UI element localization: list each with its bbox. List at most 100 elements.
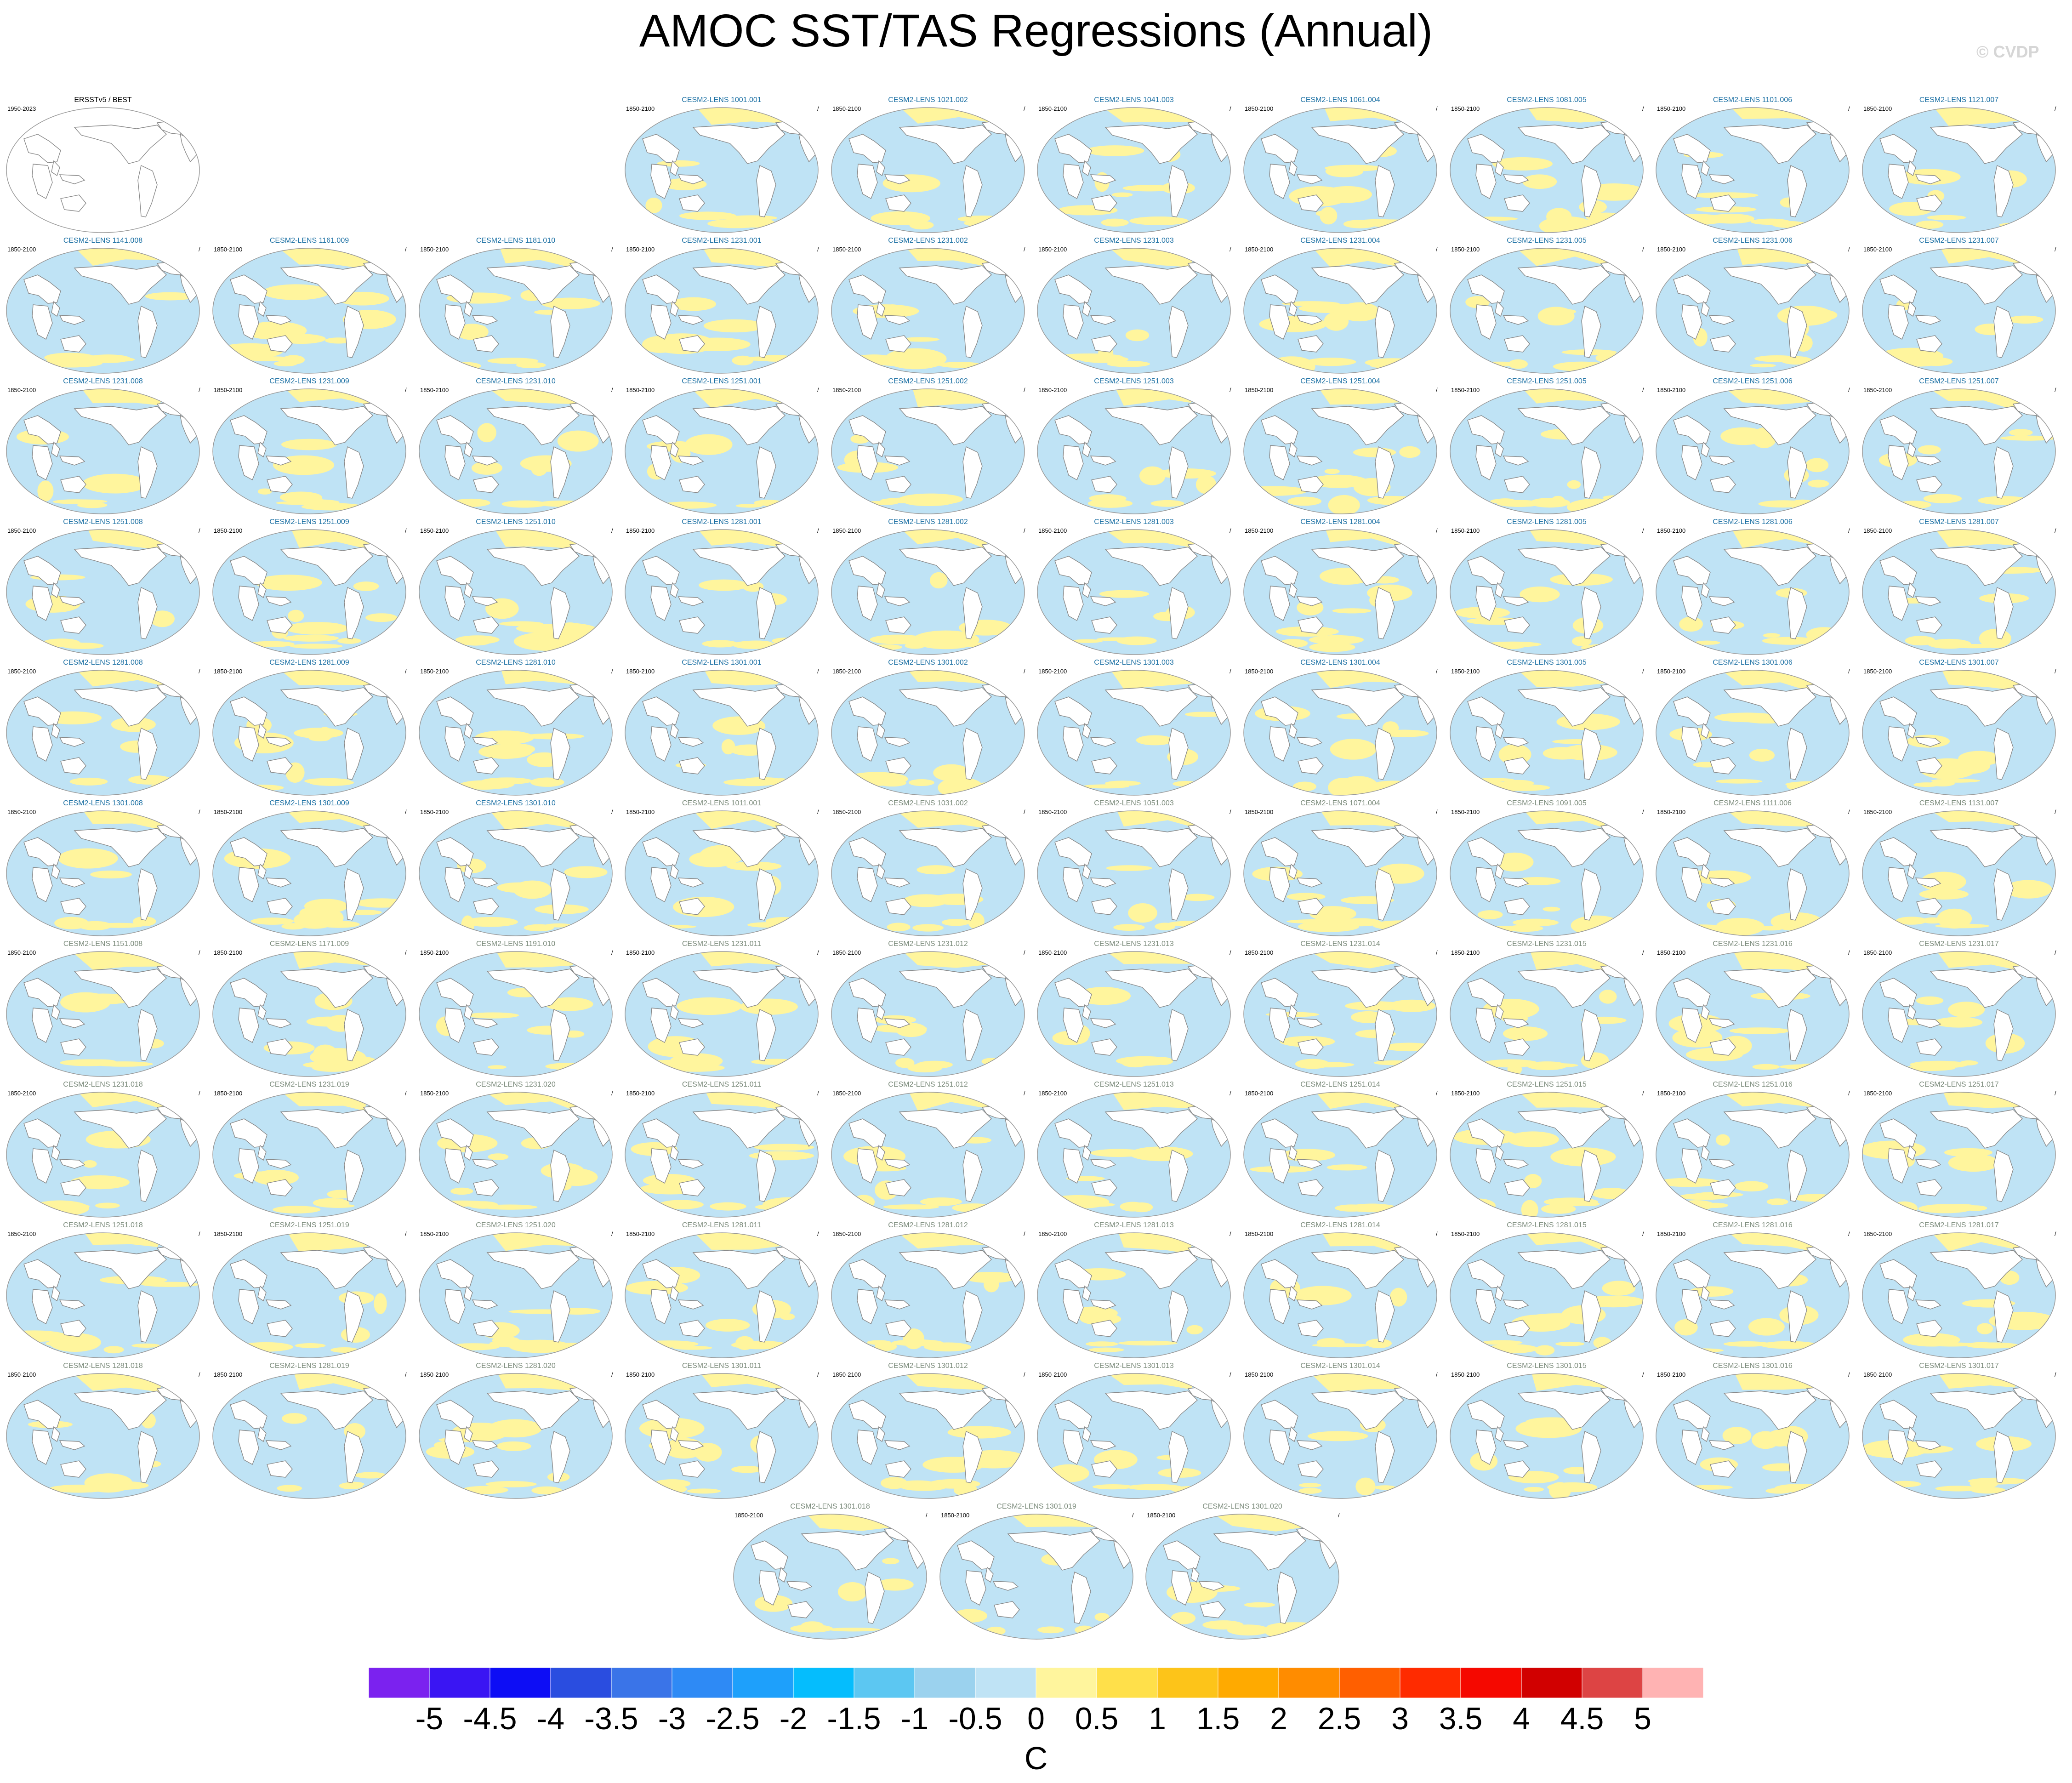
panel-separator: / [611,1230,613,1237]
panel-separator: / [1642,1090,1644,1097]
coastline [473,1320,499,1337]
regression-map [625,388,819,514]
coastline [865,1571,885,1624]
coastline [677,315,704,325]
panel-years: 1850-2100 [832,668,861,675]
positive-anomaly-patch [732,355,754,365]
coastline [1298,335,1324,353]
coastline [1915,596,1941,606]
positive-anomaly-patch [1515,1419,1582,1438]
panel-separator: / [1642,809,1644,815]
coastline [473,898,499,915]
map-outline [212,670,406,796]
regression-map [1862,670,2056,796]
coastline [756,1430,776,1483]
panel-separator: / [2055,105,2056,112]
coastline [1915,1018,1941,1028]
coastline [876,1145,885,1161]
coastline [1467,837,1505,866]
coastline [1288,1285,1298,1302]
coastline [1710,194,1736,212]
positive-anomaly-patch [880,497,937,504]
positive-anomaly-patch [478,744,532,759]
panel-separator: / [817,1090,819,1097]
panel-separator: / [2055,1090,2056,1097]
coastline [238,1148,259,1184]
coastline [1063,1008,1084,1043]
coastline [1723,968,1817,1008]
map-outline [1450,1373,1644,1499]
map-outline [6,107,200,233]
coastline [1104,968,1198,1008]
panel-title: CESM2-LENS 1281.014 [1300,1221,1380,1229]
panel-years: 1850-2100 [1038,809,1067,815]
positive-anomaly-patch [740,640,772,645]
coastline [59,174,85,184]
coastline [280,1390,374,1430]
coastline [1517,406,1611,445]
coastline [60,1460,86,1478]
coastline [267,757,293,775]
coastline [985,1567,994,1583]
colorbar-segment [1521,1668,1582,1698]
coastline [444,1148,466,1184]
coastline [1930,968,2023,1008]
panel-separator: / [1436,949,1438,956]
positive-anomaly-patch [1686,1485,1733,1490]
positive-anomaly-patch [1694,640,1720,645]
positive-anomaly-patch [1309,642,1355,652]
positive-anomaly-patch [1763,633,1781,638]
coastline [677,877,704,888]
coastline [899,1390,992,1430]
coastline [1090,737,1116,747]
coastline [1723,828,1817,867]
panel-years: 1850-2100 [1038,1371,1067,1378]
positive-anomaly-patch [1009,1514,1111,1527]
panel-title: CESM2-LENS 1251.014 [1300,1081,1380,1088]
panel-years: 1850-2100 [626,1230,655,1237]
colorbar-segment [1278,1668,1340,1698]
coastline [1787,587,1807,639]
coastline [1091,1320,1117,1337]
panel-years: 1850-2100 [1038,387,1067,393]
coastline [642,1259,680,1288]
map-outline [6,670,200,796]
coastline [885,898,911,915]
member-map-panel: CESM2-LENS 1301.008 1850-2100/ [0,799,206,936]
coastline [1311,265,1405,305]
coastline [59,1159,85,1169]
coastline [23,415,61,444]
coastline [962,446,983,499]
map-outline [831,951,1025,1077]
coastline [436,415,474,444]
panel-separator: / [199,1371,200,1378]
panel-separator: / [1024,668,1025,675]
coastline [1168,446,1189,499]
coastline [692,265,786,305]
regression-map [733,1514,927,1640]
positive-anomaly-patch [1734,1181,1769,1192]
coastline [1930,547,2023,586]
colorbar-segment [429,1668,490,1698]
coastline [1288,723,1298,739]
panel-separator: / [199,1090,200,1097]
coastline [257,1145,267,1161]
map-outline [6,1232,200,1358]
map-outline [6,388,200,514]
member-map-panel: CESM2-LENS 1281.011 1850-2100/ [619,1221,825,1358]
coastline [436,837,474,866]
coastline [1296,456,1323,466]
map-outline [212,951,406,1077]
positive-anomaly-patch [1298,303,1363,313]
panel-title: CESM2-LENS 1281.004 [1300,518,1380,526]
panel-title: CESM2-LENS 1251.018 [63,1221,143,1229]
coastline [962,305,983,358]
panel-years: 1850-2100 [1657,1090,1686,1097]
map-outline [1450,107,1644,233]
panel-separator: / [1848,809,1850,815]
regression-map [1656,670,1850,796]
coastline [884,315,911,325]
coastline [1503,1299,1529,1310]
coastline [1296,877,1323,888]
positive-anomaly-patch [1934,1017,1983,1028]
